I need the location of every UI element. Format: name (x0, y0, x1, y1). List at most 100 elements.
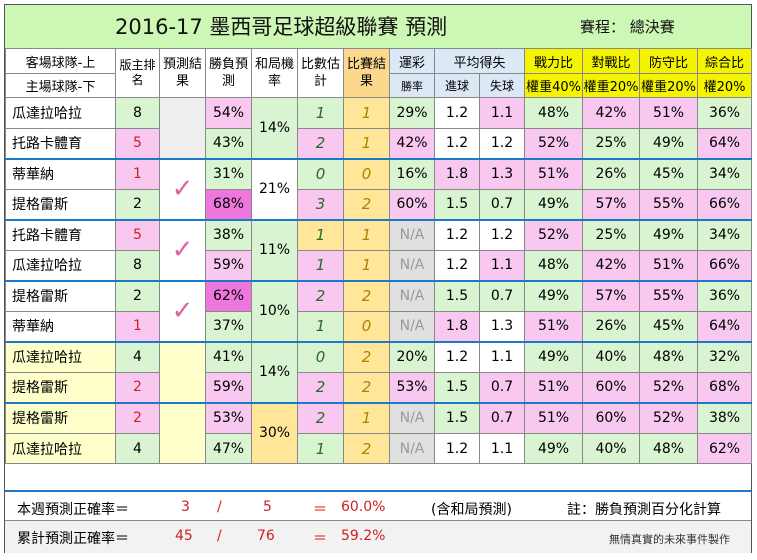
goals-against: 1.3 (478, 311, 526, 342)
header-total: 綜合比 (697, 48, 753, 74)
draw-probability: 30% (251, 401, 298, 464)
week-rate: 60.0% (341, 499, 386, 515)
match-row: 提格雷斯 2 68% 3 2 60% 1.5 0.7 49% 57% 55% 66% (5, 189, 753, 220)
goals-for: 1.5 (434, 279, 480, 312)
goals-for: 1.8 (434, 157, 480, 190)
lottery-win-rate: N/A (389, 279, 435, 312)
pred-result-check (159, 340, 206, 403)
match-result: 2 (343, 372, 390, 403)
draw-probability: 11% (251, 218, 298, 281)
defense-ratio: 49% (639, 218, 699, 251)
pred-result-check: ✓ (159, 157, 206, 220)
score-estimate: 0 (297, 340, 344, 373)
defense-ratio: 55% (639, 189, 699, 220)
match-row: 蒂華納 1 37% 1 0 N/A 1.8 1.3 51% 26% 45% 64% (5, 311, 753, 342)
lottery-win-rate: 20% (389, 340, 435, 373)
cum-slash: / (217, 528, 222, 544)
goals-against: 0.7 (478, 372, 526, 403)
total-ratio: 32% (697, 340, 753, 373)
score-estimate: 2 (297, 372, 344, 403)
score-estimate: 2 (297, 279, 344, 312)
team-name: 瓜達拉哈拉 (5, 97, 116, 129)
h2h-ratio: 40% (582, 340, 641, 373)
pred-result-check (159, 97, 206, 159)
header-score-est: 比數估計 (297, 48, 344, 98)
power-ratio: 51% (524, 311, 584, 342)
defense-ratio: 48% (639, 433, 699, 464)
power-ratio: 48% (524, 250, 584, 281)
prediction-table: 客場球隊-上 版主排名 預測結果 勝負預測 和局機率 比數估計 比賽結果 運彩 … (5, 48, 753, 464)
match-result: 2 (343, 279, 390, 312)
team-rank: 4 (115, 340, 160, 373)
goals-for: 1.2 (434, 97, 480, 129)
h2h-ratio: 60% (582, 372, 641, 403)
goals-for: 1.2 (434, 218, 480, 251)
credit: 無情真實的未來事件製作 (609, 533, 730, 546)
h2h-ratio: 42% (582, 97, 641, 129)
header-pred-result: 預測結果 (159, 48, 206, 98)
match-result: 1 (343, 250, 390, 281)
match-result: 0 (343, 311, 390, 342)
defense-ratio: 55% (639, 279, 699, 312)
lottery-win-rate: N/A (389, 311, 435, 342)
match-result: 1 (343, 97, 390, 129)
score-estimate: 0 (297, 157, 344, 190)
weekly-accuracy-row: 本週預測正確率＝ 3 / 5 ＝ 60.0% (含和局預測) 註：勝負預測百分化… (5, 490, 751, 522)
match-result: 2 (343, 433, 390, 464)
match-result: 1 (343, 128, 390, 159)
score-estimate: 1 (297, 97, 344, 129)
team-name: 瓜達拉哈拉 (5, 250, 116, 281)
win-loss-pred: 68% (205, 189, 252, 220)
total-ratio: 36% (697, 97, 753, 129)
match-result: 0 (343, 157, 390, 190)
header-team-away: 客場球隊-上 (5, 48, 116, 74)
total-ratio: 36% (697, 279, 753, 312)
goals-for: 1.2 (434, 433, 480, 464)
h2h-ratio: 40% (582, 433, 641, 464)
win-loss-pred: 38% (205, 218, 252, 251)
header-defense-weight: 權重20% (639, 73, 699, 98)
defense-ratio: 49% (639, 128, 699, 159)
goals-against: 1.3 (478, 157, 526, 190)
cum-total: 76 (257, 528, 275, 544)
total-ratio: 64% (697, 128, 753, 159)
defense-ratio: 52% (639, 372, 699, 403)
goals-against: 1.2 (478, 218, 526, 251)
defense-ratio: 51% (639, 97, 699, 129)
defense-ratio: 52% (639, 401, 699, 434)
h2h-ratio: 42% (582, 250, 641, 281)
header-avg-goals: 平均得失 (433, 48, 526, 74)
lottery-win-rate: 53% (389, 372, 435, 403)
cum-correct: 45 (175, 528, 193, 544)
win-loss-pred: 37% (205, 311, 252, 342)
total-ratio: 34% (697, 218, 753, 251)
goals-for: 1.2 (434, 250, 480, 281)
win-loss-pred: 59% (205, 372, 252, 403)
h2h-ratio: 26% (582, 311, 641, 342)
total-ratio: 68% (697, 372, 753, 403)
lottery-win-rate: N/A (389, 401, 435, 434)
week-label: 本週預測正確率＝ (17, 502, 129, 518)
match-result: 1 (343, 401, 390, 434)
team-rank: 5 (115, 128, 160, 159)
score-estimate: 2 (297, 401, 344, 434)
goals-against: 0.7 (478, 401, 526, 434)
calc-note: 註：勝負預測百分化計算 (567, 502, 721, 518)
prediction-sheet: 2016-17 墨西哥足球超級聯賽 預測 賽程： 總決賽 客場球隊-上 版主排名… (4, 4, 753, 553)
win-loss-pred: 59% (205, 250, 252, 281)
score-estimate: 1 (297, 433, 344, 464)
power-ratio: 49% (524, 279, 584, 312)
score-estimate: 1 (297, 218, 344, 251)
total-ratio: 62% (697, 433, 753, 464)
header-defense: 防守比 (639, 48, 699, 74)
goals-against: 1.2 (478, 128, 526, 159)
goals-for: 1.5 (434, 401, 480, 434)
team-name: 蒂華納 (5, 157, 116, 190)
week-slash: / (217, 499, 222, 515)
team-rank: 5 (115, 218, 160, 251)
match-result: 2 (343, 340, 390, 373)
header-team-home: 主場球隊-下 (5, 73, 116, 98)
power-ratio: 48% (524, 97, 584, 129)
schedule-label: 賽程： 總決賽 (580, 18, 675, 36)
header-power: 戰力比 (524, 48, 584, 74)
